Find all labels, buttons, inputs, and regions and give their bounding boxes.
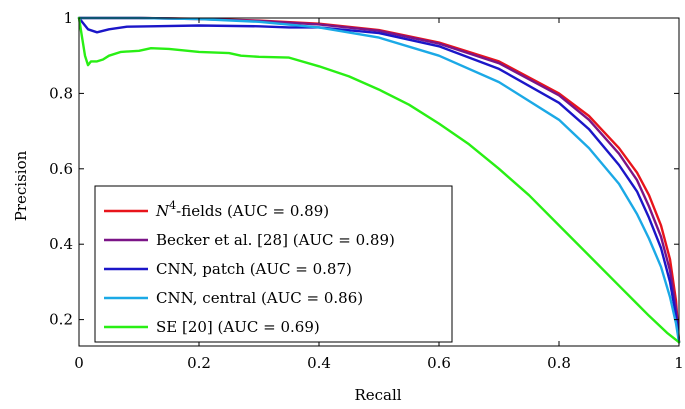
series-line-2 — [77, 16, 681, 344]
y-tick-label: 0.6 — [49, 160, 73, 178]
tick-labels: 0 0.2 0.4 0.6 0.8 1 0.2 0.4 0.6 0.8 1 — [49, 9, 684, 372]
legend-label-1: Becker et al. [28] (AUC = 0.89) — [156, 231, 395, 249]
series-line-4 — [77, 16, 681, 344]
x-axis-title: Recall — [354, 386, 401, 404]
series-line-3 — [77, 16, 681, 344]
x-tick-label: 0.4 — [307, 354, 331, 372]
legend-label-2: CNN, patch (AUC = 0.87) — [156, 260, 352, 278]
x-tick-label: 0.8 — [547, 354, 571, 372]
legend-box — [94, 185, 453, 343]
y-tick-label: 0.4 — [49, 235, 73, 253]
x-tick-label: 0.6 — [427, 354, 451, 372]
x-tick-label: 1 — [674, 354, 684, 372]
y-tick-label: 0.2 — [49, 311, 73, 329]
legend: N4-fields (AUC = 0.89) Becker et al. [28]… — [94, 185, 453, 343]
legend-label-0: N4-fields (AUC = 0.89) — [155, 199, 329, 220]
legend-items: N4-fields (AUC = 0.89) Becker et al. [28]… — [104, 199, 395, 336]
legend-label-3: CNN, central (AUC = 0.86) — [156, 289, 363, 307]
plot-frame — [78, 17, 680, 347]
legend-label-4: SE [20] (AUC = 0.69) — [156, 318, 320, 336]
y-tick-label: 1 — [63, 9, 73, 27]
x-tick-label: 0.2 — [187, 354, 211, 372]
y-tick-label: 0.8 — [49, 84, 73, 102]
plot-lines — [77, 16, 681, 344]
x-tick-label: 0 — [74, 354, 84, 372]
y-axis-title: Precision — [12, 150, 30, 221]
